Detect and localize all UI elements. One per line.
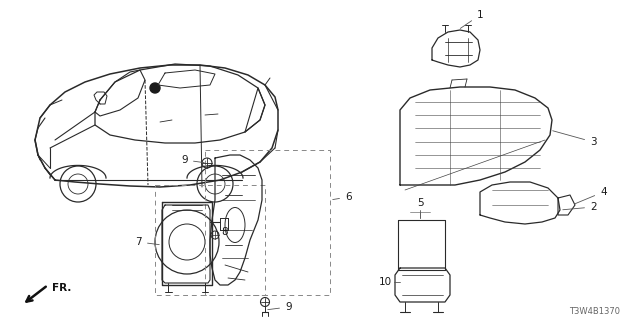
Text: 6: 6 [333, 192, 351, 202]
Text: 2: 2 [563, 202, 596, 212]
Text: 1: 1 [460, 10, 483, 28]
Text: 9: 9 [268, 302, 292, 312]
Text: 4: 4 [575, 187, 607, 204]
Text: 7: 7 [136, 237, 159, 247]
Text: 9: 9 [181, 155, 204, 165]
Text: FR.: FR. [52, 283, 72, 293]
Circle shape [150, 83, 160, 93]
Text: 5: 5 [417, 198, 423, 208]
Text: 8: 8 [221, 227, 228, 237]
Text: T3W4B1370: T3W4B1370 [569, 308, 620, 316]
Text: 10: 10 [378, 277, 392, 287]
Text: 3: 3 [553, 131, 596, 147]
